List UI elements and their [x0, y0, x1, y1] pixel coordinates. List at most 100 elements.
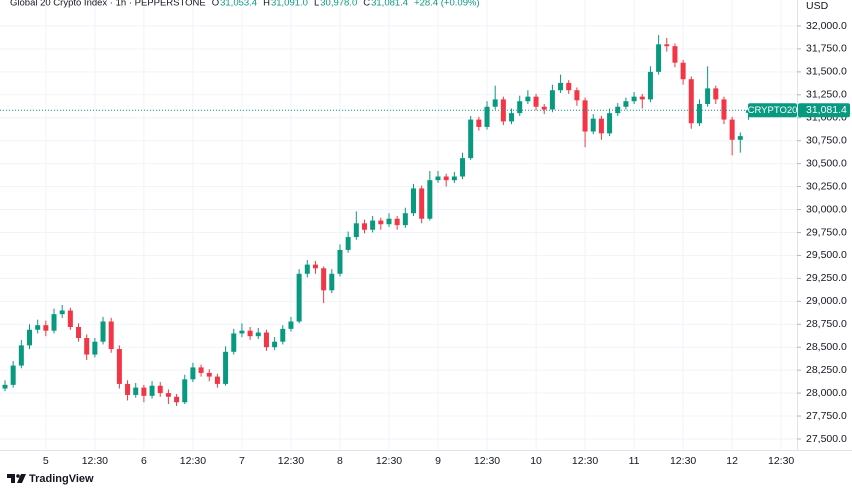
candle-body	[345, 237, 351, 250]
y-tick-label: 30,250.0	[806, 180, 847, 192]
candle-body	[182, 379, 188, 403]
candle-body	[402, 213, 408, 226]
candle-body	[133, 387, 139, 395]
ohlc-label: L	[314, 0, 319, 9]
axes: 27,500.0 27,750.0 28,000.0 28,250.0 28,500.0…	[43, 20, 850, 467]
ohlc-value: 30,978.0	[320, 0, 357, 9]
x-tick-label: 6	[141, 455, 147, 467]
candle-body	[558, 82, 564, 91]
candle-body	[525, 96, 531, 102]
candle-body	[394, 218, 400, 226]
candle-body	[59, 310, 65, 315]
candle-body	[100, 321, 106, 342]
x-tick-label: 12:30	[376, 455, 402, 467]
y-tick-label: 30,500.0	[806, 157, 847, 169]
y-tick-label: 30,000.0	[806, 203, 847, 215]
candle-body	[190, 367, 196, 380]
currency: USD	[806, 0, 829, 12]
logo-text: TradingView	[29, 473, 94, 485]
candle-body	[198, 367, 204, 373]
symbol-badge: CRYPTO20	[748, 105, 798, 116]
candle-body	[460, 158, 466, 177]
candle-body	[312, 264, 318, 269]
candle-body	[419, 188, 425, 219]
x-tick-label: 12	[726, 455, 738, 467]
header: Global 20 Crypto Index · 1h · PEPPERSTON…	[10, 0, 480, 9]
candle-body	[549, 90, 555, 110]
candle-body	[672, 46, 678, 63]
candle-body	[574, 90, 580, 101]
candle-body	[598, 118, 604, 134]
y-tick-label: 31,750.0	[806, 43, 847, 55]
candle-body	[2, 384, 8, 389]
candle-body	[116, 349, 122, 384]
y-tick-label: 31,500.0	[806, 66, 847, 78]
candle-body	[631, 96, 637, 102]
y-tick-label: 28,000.0	[806, 387, 847, 399]
y-tick-label: 31,250.0	[806, 89, 847, 101]
y-tick-label: 29,750.0	[806, 226, 847, 238]
x-tick-label: 12:30	[82, 455, 108, 467]
candle-body	[27, 329, 33, 346]
candle-body	[149, 385, 155, 396]
symbol-badge-box	[748, 103, 797, 118]
candle-body	[51, 314, 57, 331]
candle-body	[386, 218, 392, 225]
x-tick-label: 12:30	[768, 455, 794, 467]
logo-dot	[16, 474, 20, 478]
candle-body	[656, 44, 662, 72]
candle-body	[361, 223, 367, 230]
candle-body	[484, 106, 490, 127]
candle-body	[43, 325, 49, 331]
candle-body	[231, 333, 237, 352]
candle-body	[263, 332, 269, 348]
candle-body	[296, 273, 302, 322]
candle-body	[84, 338, 90, 355]
candle-body	[451, 176, 457, 181]
candle-body	[468, 119, 474, 159]
x-tick-label: 5	[43, 455, 49, 467]
candle-body	[476, 119, 482, 127]
candle-body	[329, 273, 335, 291]
candle-body	[214, 376, 220, 384]
candle-body	[125, 383, 131, 395]
candle-body	[35, 325, 41, 330]
candle-body	[541, 106, 547, 110]
candle-body	[509, 113, 515, 122]
candle-body	[623, 101, 629, 107]
x-tick-label: 12:30	[572, 455, 598, 467]
candle-body	[223, 351, 229, 384]
candle-body	[639, 96, 645, 100]
y-tick-label: 29,500.0	[806, 249, 847, 261]
candle-body	[664, 44, 670, 47]
candle-body	[443, 176, 449, 181]
candle-body	[321, 268, 327, 291]
y-tick-label: 30,750.0	[806, 134, 847, 146]
x-tick-label: 12:30	[670, 455, 696, 467]
logo: TradingView	[7, 473, 94, 485]
candle-body	[378, 220, 384, 225]
candle-body	[304, 264, 310, 274]
candle-body	[247, 330, 253, 337]
x-tick-label: 12:30	[180, 455, 206, 467]
candle-body	[500, 99, 506, 122]
ohlc-label: O	[212, 0, 219, 9]
ohlc-value: 31,081.4	[371, 0, 408, 9]
candle-body	[141, 387, 147, 396]
candle-body	[721, 99, 727, 120]
x-tick-label: 12:30	[278, 455, 304, 467]
candle-body	[370, 220, 376, 230]
x-tick-label: 7	[239, 455, 245, 467]
ohlc-label: H	[263, 0, 270, 9]
candle-body	[76, 327, 82, 339]
candle-body	[705, 88, 711, 104]
candle-body	[607, 113, 613, 134]
candle-body	[517, 101, 523, 114]
candle-body	[590, 118, 596, 132]
candle-body	[435, 176, 441, 181]
x-tick-label: 8	[337, 455, 343, 467]
y-tick-label: 27,500.0	[806, 433, 847, 445]
candle-body	[157, 385, 163, 394]
